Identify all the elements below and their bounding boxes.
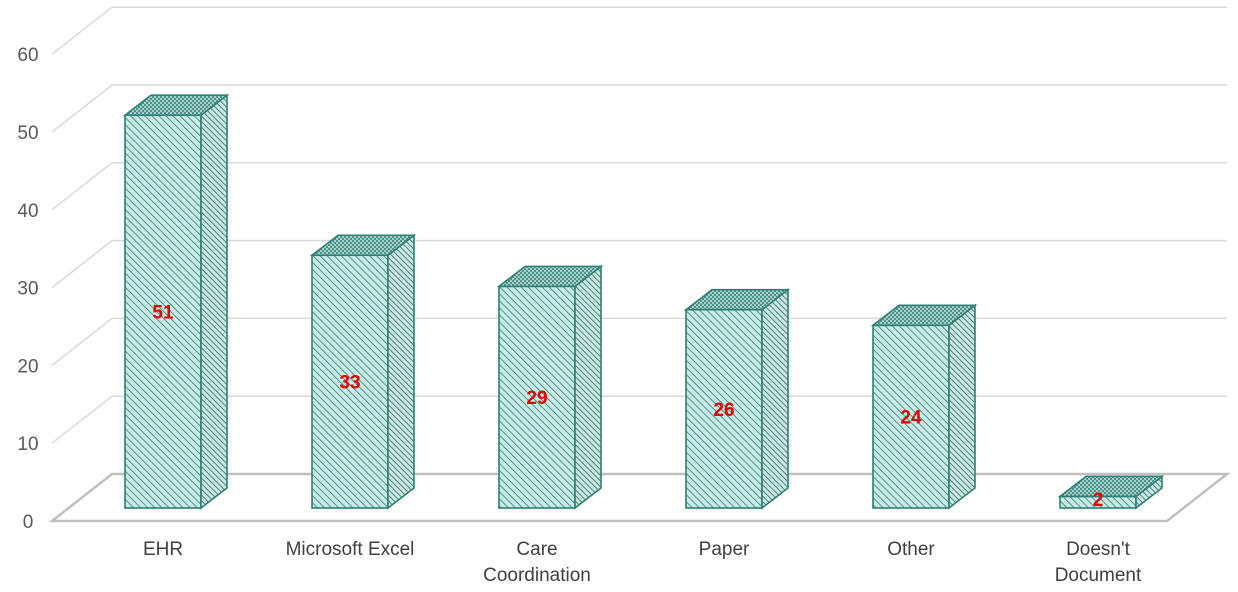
gridline [51, 6, 1227, 55]
gridline [51, 239, 1227, 289]
bar [1057, 474, 1165, 510]
data-labels: 51 33 29 26 24 2 [152, 303, 1103, 511]
bar-side-face [574, 264, 602, 510]
x-category-label: EHR [143, 539, 183, 560]
y-tick-label: 0 [23, 512, 34, 533]
bar-top-face [683, 288, 791, 311]
bar-front-face [311, 254, 389, 509]
data-label: 29 [526, 388, 547, 409]
gridline [51, 84, 1227, 133]
gridline [51, 162, 1227, 211]
floor-outline [48, 472, 1231, 523]
data-label: 26 [713, 400, 734, 421]
data-label: 2 [1093, 490, 1104, 511]
data-label: 24 [900, 408, 922, 429]
y-tick-label: 10 [17, 434, 38, 455]
y-tick-label: 20 [17, 356, 38, 377]
bar-top-face [496, 265, 604, 288]
bar-front-face [872, 324, 950, 509]
y-tick-label: 40 [17, 201, 38, 222]
y-tick-label: 30 [17, 279, 38, 300]
x-axis-category-labels: EHR Microsoft Excel Care Coordination Paper O… [143, 539, 1142, 586]
x-category-label: Doesn't Document [1055, 539, 1142, 586]
x-category-label: Care Coordination [483, 539, 591, 586]
y-axis-tick-labels: 0 10 20 30 40 50 60 [17, 45, 38, 533]
gridline [51, 317, 1227, 366]
bar [683, 288, 791, 510]
gridline [51, 395, 1227, 444]
bar-top-face [1057, 475, 1165, 498]
bar-top-face [122, 94, 230, 117]
bar [870, 303, 978, 510]
bar-side-face [200, 93, 228, 510]
bar-side-face [761, 288, 789, 510]
y-tick-label: 50 [17, 123, 38, 144]
y-tick-label: 60 [17, 45, 38, 66]
x-category-label: Microsoft Excel [286, 539, 415, 560]
bar [496, 264, 604, 510]
bar-front-face [124, 114, 202, 509]
bar-top-face [870, 304, 978, 327]
gridlines [51, 6, 1227, 444]
bar-top-face [309, 234, 417, 257]
bar-side-face [948, 303, 976, 510]
bar [122, 93, 230, 510]
chart-floor [48, 472, 1231, 523]
data-label: 51 [152, 303, 174, 324]
bars [122, 93, 1165, 510]
data-label: 33 [339, 373, 360, 394]
x-category-label: Other [887, 539, 935, 560]
bar [309, 233, 417, 510]
bar-side-face [387, 233, 415, 510]
x-category-label: Paper [699, 539, 750, 560]
